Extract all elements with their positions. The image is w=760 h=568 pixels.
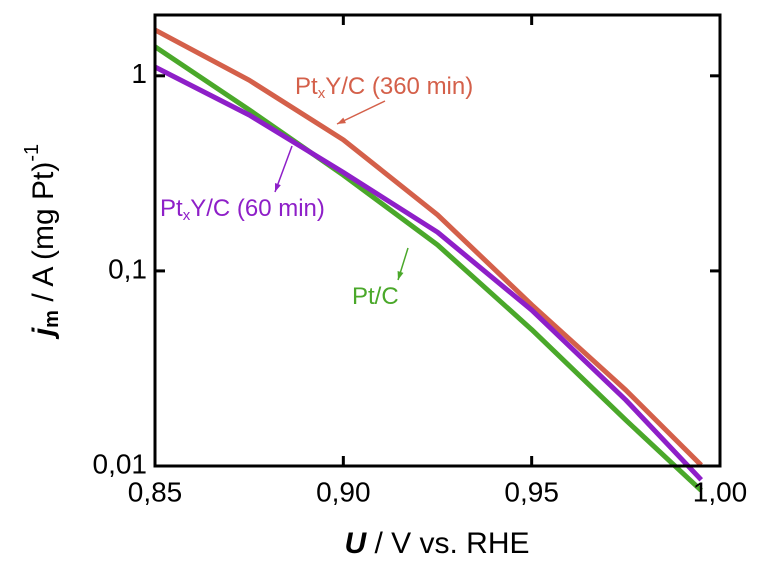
y-tick-label: 0,01 bbox=[93, 448, 148, 479]
series-label-part: Y/C (360 min) bbox=[325, 73, 473, 100]
series-label: PtxY/C (60 min) bbox=[160, 195, 325, 224]
y-tick-label: 1 bbox=[131, 58, 147, 89]
series-label: Pt/C bbox=[352, 283, 399, 310]
series-label-part: x bbox=[318, 85, 326, 102]
series-line bbox=[153, 64, 704, 482]
y-label-sub: m bbox=[41, 310, 63, 328]
x-label-symbol: U bbox=[344, 527, 367, 560]
series-label-part: Pt bbox=[160, 195, 183, 222]
series-label: PtxY/C (360 min) bbox=[295, 73, 473, 102]
y-label-text: / A (mg Pt) bbox=[27, 162, 60, 310]
x-axis-label: U / V vs. RHE bbox=[344, 527, 529, 560]
arrow-head bbox=[275, 183, 281, 192]
arrow-head bbox=[337, 117, 346, 124]
series-label-part: Y/C (60 min) bbox=[190, 195, 325, 222]
y-axis-label: jm / A (mg Pt)-1 bbox=[21, 144, 63, 340]
arrow-head bbox=[397, 271, 404, 280]
x-tick-label: 0,95 bbox=[504, 476, 559, 507]
series-line bbox=[153, 27, 703, 467]
x-tick-label: 1,00 bbox=[693, 476, 748, 507]
series-label-part: x bbox=[183, 207, 191, 224]
y-label-symbol: j bbox=[27, 327, 60, 340]
series-label-part: Pt/C bbox=[352, 283, 399, 310]
x-label-text: / V vs. RHE bbox=[366, 527, 529, 560]
x-tick-label: 0,90 bbox=[316, 476, 371, 507]
y-tick-label: 0,1 bbox=[108, 253, 147, 284]
plot-frame bbox=[153, 13, 722, 468]
x-tick-label: 0,85 bbox=[128, 476, 183, 507]
y-label-sup: -1 bbox=[21, 144, 43, 162]
series-line bbox=[153, 44, 703, 493]
label-arrow bbox=[336, 100, 386, 125]
series-label-part: Pt bbox=[295, 73, 318, 100]
